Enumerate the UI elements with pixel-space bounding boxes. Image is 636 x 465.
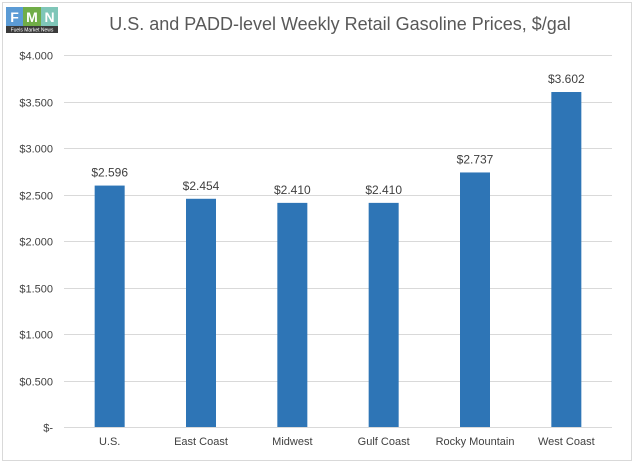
bar (186, 198, 216, 427)
x-tick-label: Midwest (272, 436, 312, 448)
data-label: $2.410 (274, 183, 311, 197)
data-label: $2.737 (457, 152, 494, 166)
svg-text:F: F (10, 9, 19, 25)
bar (277, 202, 308, 427)
y-tick-label: $3.000 (19, 144, 53, 156)
y-tick-label: $0.500 (19, 377, 53, 389)
svg-text:Fuels Market News: Fuels Market News (11, 28, 54, 34)
svg-text:N: N (44, 9, 54, 25)
x-tick-label: East Coast (174, 436, 228, 448)
data-label: $3.602 (548, 72, 585, 86)
y-tick-label: $- (43, 423, 53, 435)
data-labels: $2.596 $2.454 $2.410 $2.410 $2.737 $3.602 (91, 72, 585, 197)
bar (94, 185, 125, 427)
y-tick-label: $2.500 (19, 191, 53, 203)
logo-icon: F M N Fuels Market News (6, 7, 58, 33)
x-tick-label: Rocky Mountain (436, 436, 515, 448)
y-axis: $- $0.500 $1.000 $1.500 $2.000 $2.500 $3.000 $3… (19, 51, 53, 435)
y-tick-label: $1.000 (19, 330, 53, 342)
y-tick-label: $1.500 (19, 284, 53, 296)
svg-text:M: M (26, 9, 38, 25)
y-tick-label: $3.500 (19, 98, 53, 110)
x-tick-label: Gulf Coast (358, 436, 410, 448)
bar (368, 202, 399, 427)
data-label: $2.454 (183, 179, 220, 193)
bars (94, 92, 582, 427)
x-tick-label: West Coast (538, 436, 595, 448)
y-tick-label: $4.000 (19, 51, 53, 63)
y-tick-label: $2.000 (19, 237, 53, 249)
data-label: $2.410 (365, 183, 402, 197)
gridlines (64, 55, 612, 428)
x-axis: U.S. East Coast Midwest Gulf Coast Rocky Mou… (99, 436, 595, 448)
data-label: $2.596 (91, 166, 128, 180)
bar (460, 172, 490, 427)
x-tick-label: U.S. (99, 436, 120, 448)
chart-title: U.S. and PADD-level Weekly Retail Gasoli… (109, 14, 571, 34)
bar (551, 92, 582, 427)
